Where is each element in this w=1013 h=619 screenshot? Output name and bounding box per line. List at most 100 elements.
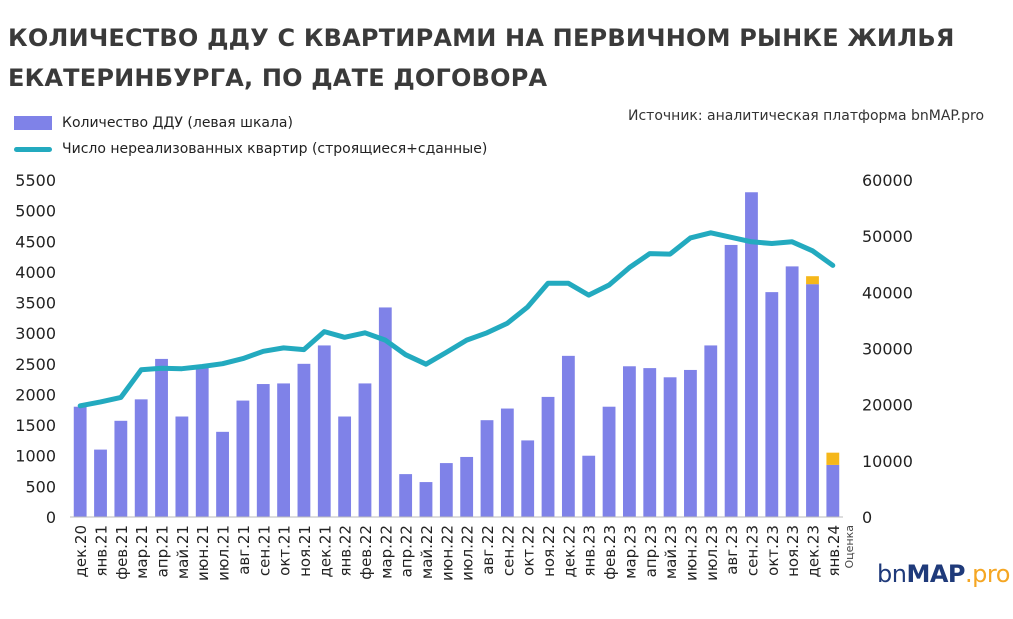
legend-line-label: Число нереализованных квартир (строящиес… bbox=[62, 141, 488, 157]
bar-окт.21 bbox=[277, 383, 290, 517]
bar-янв.23 bbox=[582, 455, 596, 517]
bar-май.23 bbox=[663, 377, 677, 517]
bar-фев.21 bbox=[114, 420, 128, 517]
x-tick-label: сен.21 bbox=[255, 525, 273, 576]
bar-май.22 bbox=[419, 482, 433, 517]
x-tick-label: фев.22 bbox=[357, 525, 375, 580]
bar-апр.22 bbox=[399, 474, 413, 517]
x-tick-label: мар.23 bbox=[621, 525, 639, 579]
bnmap-logo: bnMAP.pro bbox=[877, 560, 1010, 588]
x-tick-label: июл.21 bbox=[215, 525, 233, 581]
y-left-tick-label: 2500 bbox=[15, 355, 56, 374]
y-right-tick-label: 40000 bbox=[862, 283, 913, 302]
legend: Количество ДДУ (левая шкала) Число нереа… bbox=[14, 110, 487, 162]
bar-авг.22 bbox=[480, 420, 494, 517]
x-tick-label: фев.23 bbox=[601, 525, 619, 580]
legend-bars-label: Количество ДДУ (левая шкала) bbox=[62, 115, 293, 131]
y-left-tick-label: 5000 bbox=[15, 202, 56, 221]
bar-estimate-дек.23 bbox=[806, 276, 819, 285]
legend-item-bars: Количество ДДУ (левая шкала) bbox=[14, 110, 487, 136]
y-left-tick-label: 5500 bbox=[15, 171, 56, 190]
x-tick-label: авг.21 bbox=[235, 525, 253, 575]
y-left-tick-label: 1500 bbox=[15, 416, 56, 435]
y-left-tick-label: 3500 bbox=[15, 294, 56, 313]
bar-июн.22 bbox=[439, 463, 453, 517]
bar-ноя.21 bbox=[297, 363, 311, 517]
x-tick-label: апр.22 bbox=[398, 525, 416, 577]
bar-янв.24 bbox=[826, 464, 840, 517]
bar-ноя.22 bbox=[541, 396, 555, 517]
bar-мар.23 bbox=[623, 366, 636, 517]
bar-авг.23 bbox=[724, 244, 738, 517]
y-right-tick-label: 20000 bbox=[862, 396, 913, 415]
bar-май.21 bbox=[175, 416, 189, 517]
y-left-tick-label: 2000 bbox=[15, 385, 56, 404]
bar-дек.20 bbox=[73, 406, 87, 517]
x-tick-label: янв.21 bbox=[93, 525, 111, 577]
bar-дек.23 bbox=[806, 284, 819, 517]
bar-дек.22 bbox=[561, 355, 575, 517]
legend-item-line: Число нереализованных квартир (строящиес… bbox=[14, 136, 487, 162]
logo-part-bn: bn bbox=[877, 560, 907, 588]
x-tick-label: окт.21 bbox=[276, 525, 294, 576]
estimate-label: Оценка bbox=[843, 525, 856, 569]
bar-янв.21 bbox=[94, 449, 107, 517]
title-line-1: КОЛИЧЕСТВО ДДУ С КВАРТИРАМИ НА ПЕРВИЧНОМ… bbox=[8, 24, 955, 52]
x-tick-label: июн.22 bbox=[438, 525, 456, 581]
bar-мар.21 bbox=[134, 399, 148, 517]
x-tick-label: ноя.21 bbox=[296, 525, 314, 577]
bar-ноя.23 bbox=[785, 266, 799, 517]
bar-фев.22 bbox=[358, 383, 372, 517]
x-tick-label: дек.20 bbox=[72, 525, 90, 578]
legend-bar-swatch bbox=[14, 116, 52, 130]
unsold-apartments-line bbox=[77, 230, 836, 409]
y-left-tick-label: 3000 bbox=[15, 324, 56, 343]
bar-сен.21 bbox=[256, 384, 270, 517]
x-tick-label: апр.23 bbox=[642, 525, 660, 577]
bar-авг.21 bbox=[236, 400, 250, 517]
y-left-tick-label: 4500 bbox=[15, 232, 56, 251]
source-note: Источник: аналитическая платформа bnMAP.… bbox=[628, 108, 985, 124]
x-tick-label: дек.23 bbox=[804, 525, 822, 578]
bar-мар.22 bbox=[378, 307, 392, 517]
x-tick-label: янв.24 bbox=[825, 525, 843, 577]
x-tick-label: июл.23 bbox=[703, 525, 721, 581]
x-tick-label: дек.22 bbox=[560, 525, 578, 578]
bar-июн.21 bbox=[195, 366, 209, 517]
x-tick-label: апр.21 bbox=[154, 525, 172, 577]
bar-сен.23 bbox=[745, 192, 758, 517]
x-tick-label: фев.21 bbox=[113, 525, 131, 580]
x-tick-label: мар.21 bbox=[133, 525, 151, 579]
y-left-tick-label: 4000 bbox=[15, 263, 56, 282]
y-right-tick-label: 50000 bbox=[862, 227, 913, 246]
bar-июн.23 bbox=[684, 369, 697, 517]
bar-янв.22 bbox=[338, 416, 352, 517]
logo-part-map: MAP bbox=[906, 560, 965, 588]
x-tick-label: ноя.22 bbox=[540, 525, 558, 577]
bar-апр.23 bbox=[643, 368, 657, 517]
x-tick-label: окт.22 bbox=[520, 525, 538, 576]
x-tick-label: май.21 bbox=[174, 525, 192, 579]
chart-title: КОЛИЧЕСТВО ДДУ С КВАРТИРАМИ НА ПЕРВИЧНОМ… bbox=[8, 18, 988, 98]
x-tick-label: мар.22 bbox=[377, 525, 395, 579]
x-tick-label: авг.22 bbox=[479, 525, 497, 575]
x-tick-label: май.22 bbox=[418, 525, 436, 579]
bar-estimate-янв.24 bbox=[826, 452, 840, 465]
bar-июл.22 bbox=[460, 456, 474, 517]
y-right-tick-label: 60000 bbox=[862, 171, 913, 190]
y-left-tick-label: 500 bbox=[25, 477, 56, 496]
bar-окт.22 bbox=[521, 440, 535, 517]
x-tick-label: ноя.23 bbox=[784, 525, 802, 577]
bar-апр.21 bbox=[155, 358, 168, 517]
x-tick-label: окт.23 bbox=[764, 525, 782, 576]
y-left-tick-label: 0 bbox=[46, 508, 56, 527]
x-tick-label: авг.23 bbox=[723, 525, 741, 575]
bar-окт.23 bbox=[765, 292, 779, 517]
bar-сен.22 bbox=[500, 408, 514, 517]
x-tick-label: янв.23 bbox=[581, 525, 599, 577]
legend-line-swatch bbox=[14, 146, 52, 152]
bar-июл.23 bbox=[704, 345, 718, 517]
x-tick-label: дек.21 bbox=[316, 525, 334, 578]
title-line-2: ЕКАТЕРИНБУРГА, ПО ДАТЕ ДОГОВОРА bbox=[8, 64, 548, 92]
